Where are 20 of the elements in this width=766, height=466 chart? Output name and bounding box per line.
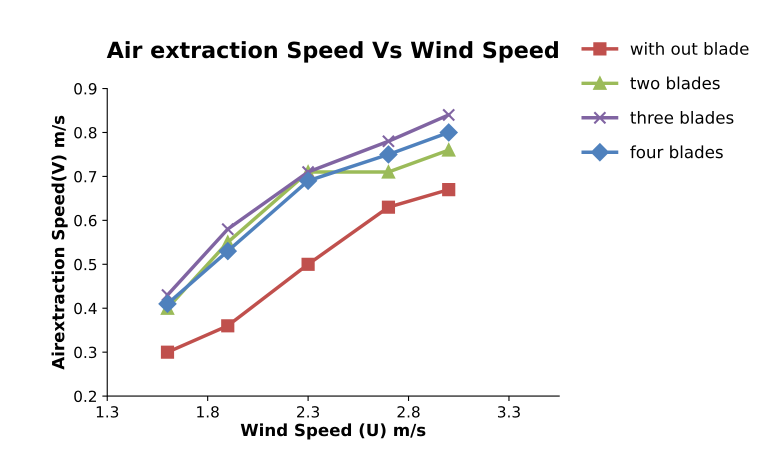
- x-tick-label: 2.8: [398, 406, 420, 418]
- x-tick-label: 3.3: [498, 406, 520, 418]
- legend-label: three blades: [630, 110, 734, 124]
- y-tick-label: 0.4: [74, 302, 97, 314]
- chart-title: Air extraction Speed Vs Wind Speed: [106, 41, 558, 63]
- y-tick-label: 0.2: [74, 390, 96, 402]
- y-tick-label: 0.7: [74, 170, 96, 182]
- x-axis-title: Wind Speed (U) m/s: [240, 423, 426, 440]
- x-tick-label: 2.3: [297, 406, 320, 418]
- legend-label: four blades: [630, 145, 723, 158]
- x-tick-label: 1.3: [96, 406, 118, 418]
- legend-label: with out blade: [630, 42, 749, 55]
- y-axis-title: Airextraction Speed(V) m/s: [52, 116, 68, 370]
- x-tick-label: 1.8: [197, 406, 219, 418]
- y-tick-label: 0.8: [74, 126, 96, 138]
- y-tick-label: 0.6: [74, 214, 97, 226]
- y-tick-label: 0.9: [74, 83, 96, 95]
- legend-label: two blades: [630, 76, 720, 90]
- y-tick-label: 0.3: [74, 346, 96, 358]
- y-tick-label: 0.5: [74, 258, 96, 270]
